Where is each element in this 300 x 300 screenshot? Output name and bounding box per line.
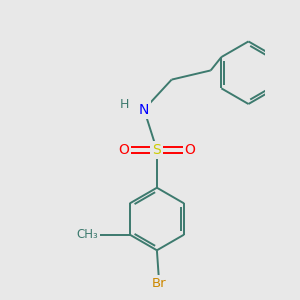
Text: CH₃: CH₃ [76,228,98,241]
Text: Br: Br [152,277,167,290]
Text: S: S [152,143,161,157]
Text: H: H [120,98,129,111]
Text: O: O [184,143,196,157]
Text: N: N [139,103,149,116]
Text: O: O [118,143,129,157]
